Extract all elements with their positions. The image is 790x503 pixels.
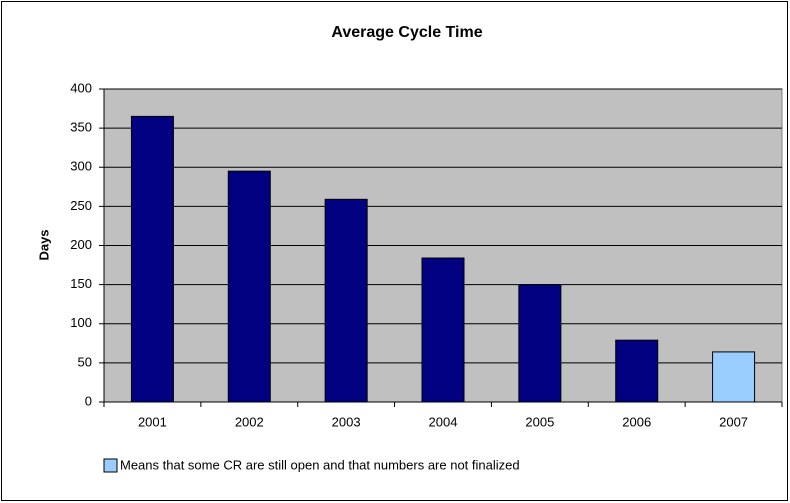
- x-tick-label: 2005: [525, 414, 554, 429]
- y-tick-label: 200: [70, 237, 92, 252]
- y-tick-label: 50: [78, 354, 92, 369]
- legend-text: Means that some CR are still open and th…: [120, 457, 520, 472]
- x-tick-label: 2001: [138, 414, 167, 429]
- bar: [421, 257, 465, 403]
- y-tick-label: 100: [70, 315, 92, 330]
- x-tick-label: 2007: [719, 414, 748, 429]
- bar: [324, 198, 368, 403]
- bar: [615, 339, 659, 403]
- bar: [518, 284, 562, 403]
- chart-title: Average Cycle Time: [331, 24, 482, 41]
- x-tick-label: 2006: [622, 414, 651, 429]
- y-tick-label: 400: [70, 80, 92, 95]
- x-tick-label: 2002: [235, 414, 264, 429]
- bar: [227, 170, 271, 403]
- x-tick-label: 2003: [332, 414, 361, 429]
- y-tick-label: 250: [70, 198, 92, 213]
- legend-swatch: [103, 458, 118, 473]
- y-tick-label: 0: [85, 393, 92, 408]
- y-tick-label: 350: [70, 120, 92, 135]
- bar: [712, 351, 756, 403]
- y-tick-label: 150: [70, 276, 92, 291]
- y-tick-label: 300: [70, 159, 92, 174]
- bar: [130, 115, 174, 403]
- x-tick-label: 2004: [429, 414, 458, 429]
- y-axis-label: Days: [36, 229, 51, 260]
